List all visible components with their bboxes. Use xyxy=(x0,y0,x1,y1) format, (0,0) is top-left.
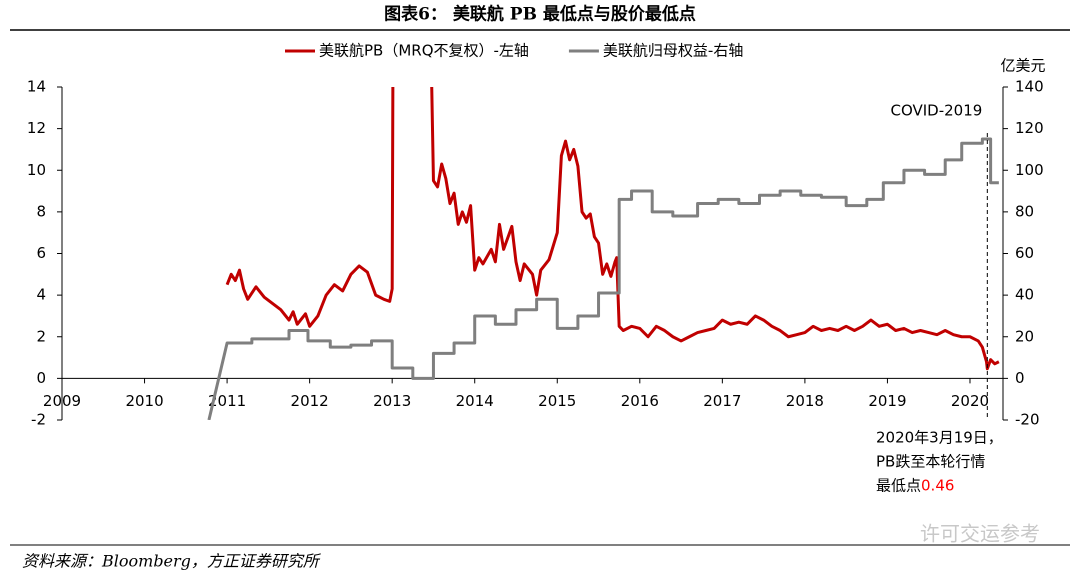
x-tick-label: 2020 xyxy=(951,392,989,410)
x-tick-label: 2019 xyxy=(868,392,906,410)
y-tick-label: 10 xyxy=(27,161,46,179)
annotation: 最低点 xyxy=(876,477,921,495)
series-line xyxy=(207,137,999,420)
y2-axis-label: 亿美元 xyxy=(1000,57,1045,75)
legend-label: 美联航归母权益-右轴 xyxy=(603,42,743,60)
x-tick-label: 2015 xyxy=(538,392,576,410)
y2-tick-label: 100 xyxy=(1015,161,1044,179)
x-tick-label: 2011 xyxy=(208,392,246,410)
x-tick-label: 2016 xyxy=(621,392,659,410)
y2-tick-label: 40 xyxy=(1015,286,1034,304)
annotation-highlight: 0.46 xyxy=(921,477,954,495)
series-line xyxy=(225,87,1000,371)
annotation: 2020年3月19日， xyxy=(876,429,1003,447)
x-tick-label: 2010 xyxy=(125,392,163,410)
x-tick-label: 2013 xyxy=(373,392,411,410)
watermark: 许可交运参考 xyxy=(920,522,1040,546)
x-tick-label: 2012 xyxy=(291,392,329,410)
x-tick-label: 2009 xyxy=(43,392,81,410)
y-tick-label: 6 xyxy=(36,244,46,262)
y-tick-label: -2 xyxy=(31,411,46,429)
annotation: PB跌至本轮行情 xyxy=(876,453,985,471)
x-tick-label: 2017 xyxy=(703,392,741,410)
y2-tick-label: 20 xyxy=(1015,327,1034,345)
legend-label: 美联航PB（MRQ不复权）-左轴 xyxy=(319,42,529,60)
y2-tick-label: 60 xyxy=(1015,244,1034,262)
y-tick-label: 12 xyxy=(27,119,46,137)
plot-area xyxy=(207,87,1000,420)
y2-tick-label: 80 xyxy=(1015,202,1034,220)
y2-tick-label: 140 xyxy=(1015,78,1044,96)
y-tick-label: 0 xyxy=(36,369,46,387)
x-tick-label: 2018 xyxy=(786,392,824,410)
y-tick-label: 4 xyxy=(36,286,46,304)
x-tick-label: 2014 xyxy=(456,392,494,410)
y2-tick-label: 0 xyxy=(1015,369,1025,387)
y-tick-label: 2 xyxy=(36,327,46,345)
y2-tick-label: -20 xyxy=(1015,411,1040,429)
source: 资料来源：Bloomberg，方正证券研究所 xyxy=(22,552,322,571)
annotation: COVID-2019 xyxy=(890,102,982,120)
chart-title: 图表6： 美联航 PB 最低点与股价最低点 xyxy=(384,4,696,25)
y-tick-label: 8 xyxy=(36,202,46,220)
y2-tick-label: 120 xyxy=(1015,119,1044,137)
y-tick-label: 14 xyxy=(27,78,46,96)
